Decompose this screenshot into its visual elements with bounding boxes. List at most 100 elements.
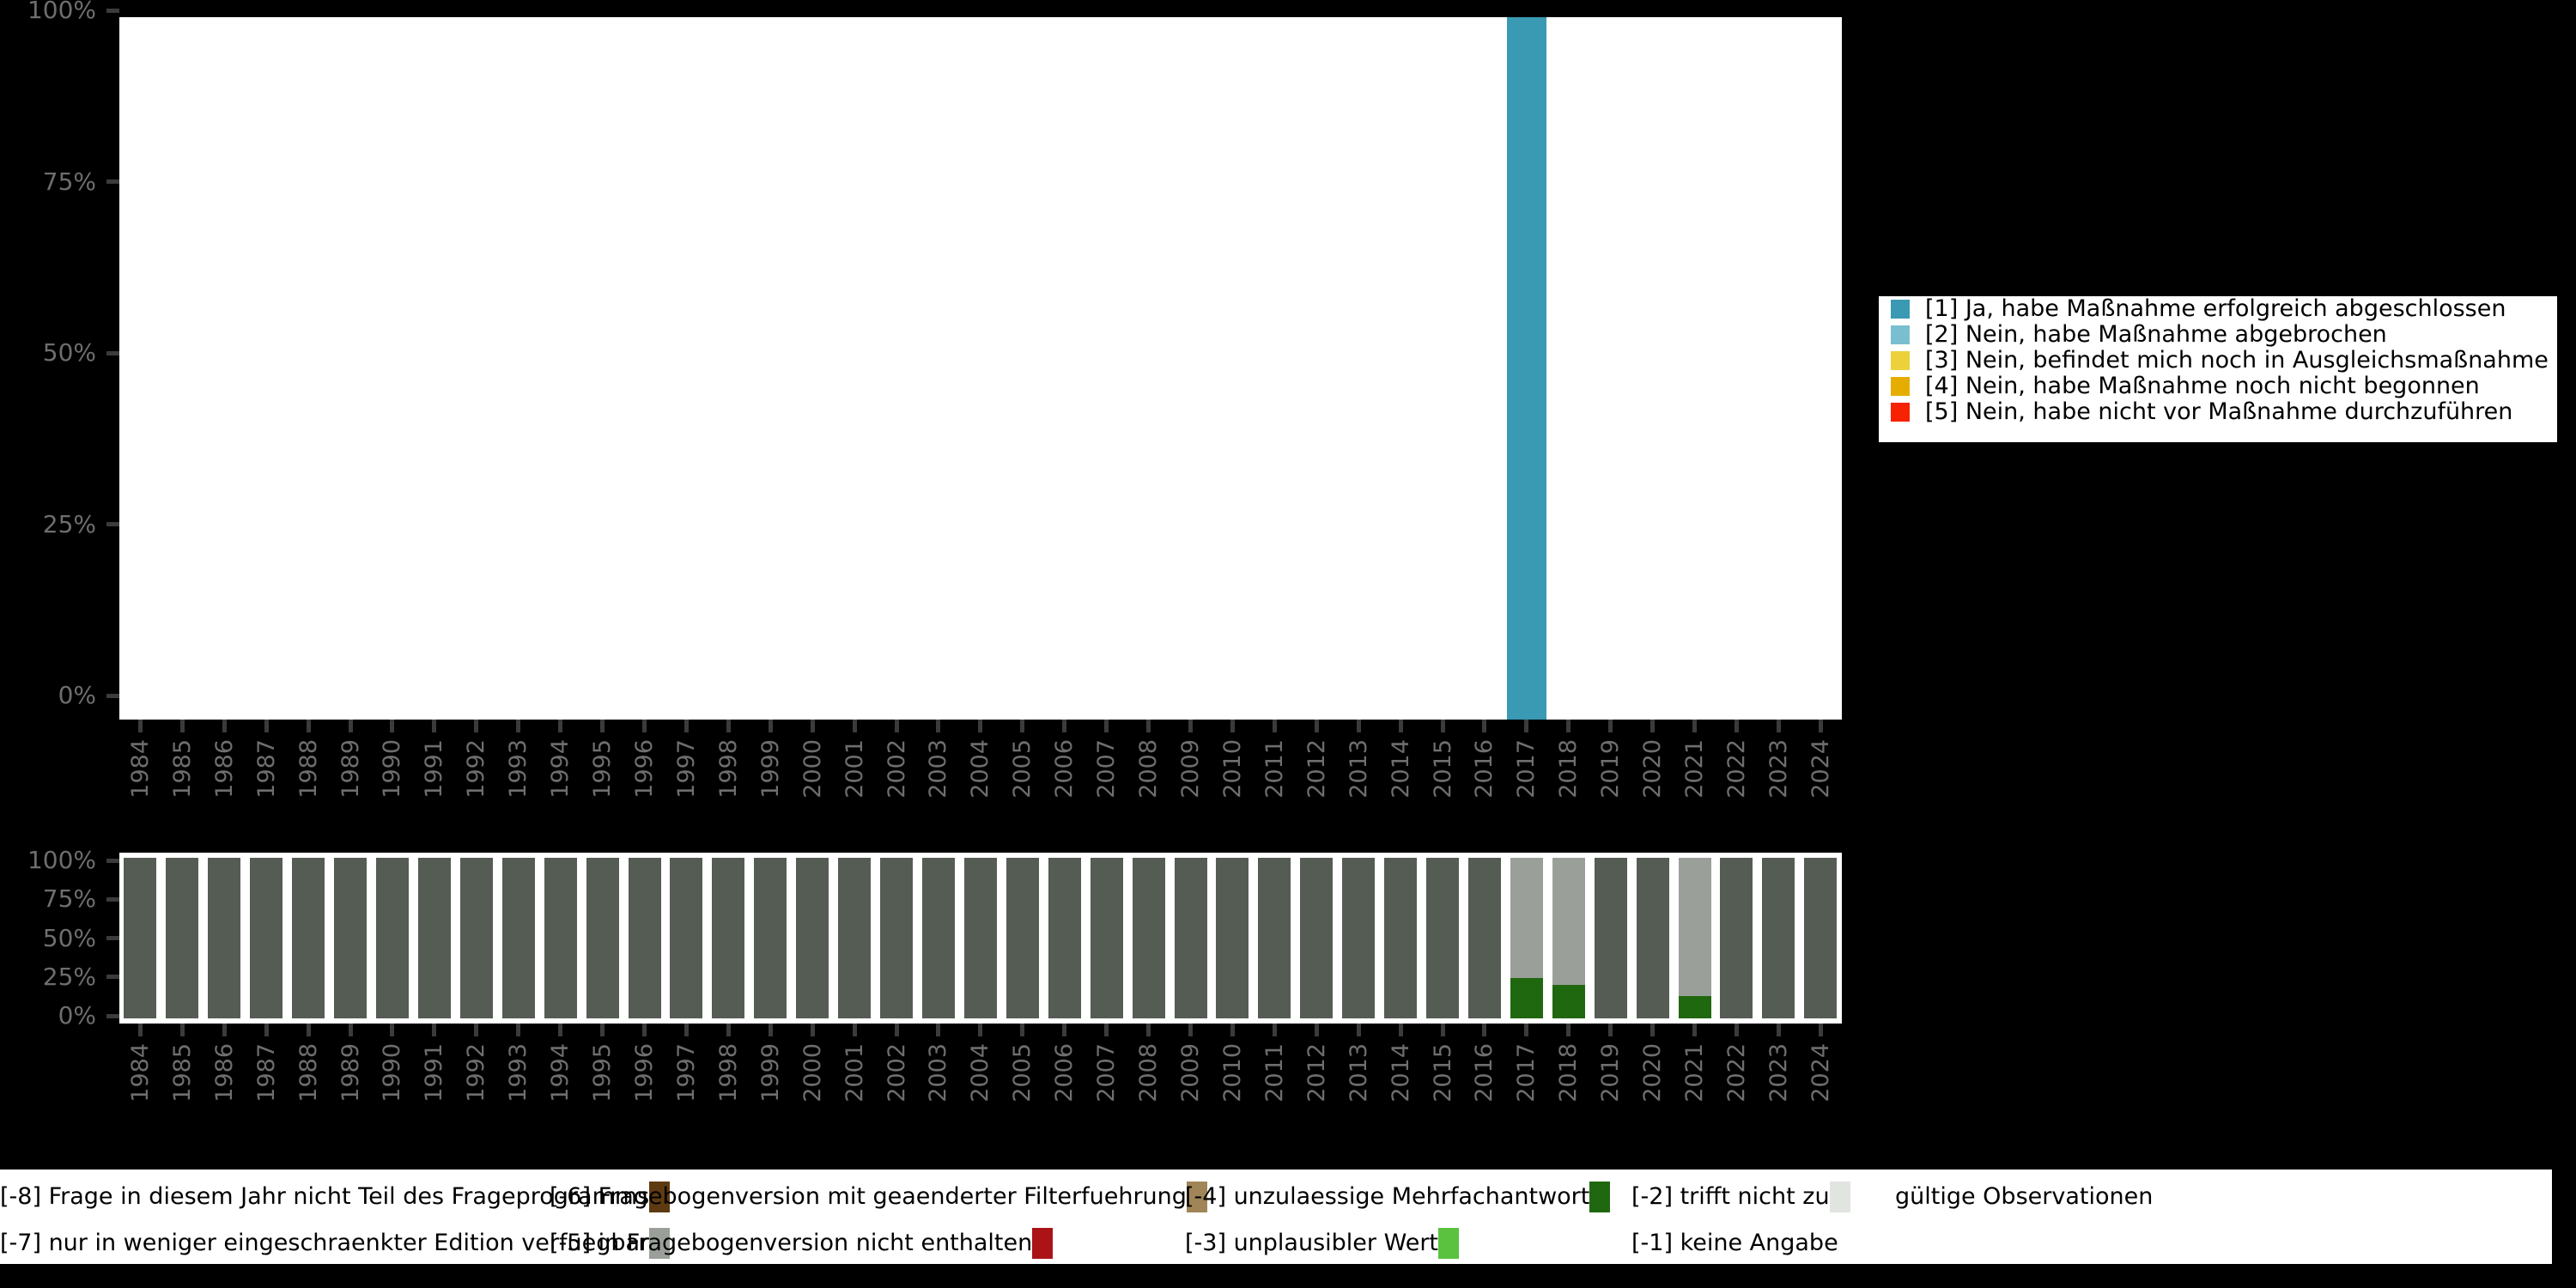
bottom-chart-segment <box>1510 858 1543 979</box>
bottom-x-axis-tick: 1990 <box>372 1024 414 1139</box>
top-x-axis-tick-mark <box>978 720 983 732</box>
bottom-x-axis-tick-label: 2006 <box>1051 1043 1078 1103</box>
bottom-x-axis-tick: 2021 <box>1674 1024 1716 1139</box>
bottom-chart-x-axis: 1984 1985 1986 1987 1988 1989 1990 1991 1992 1993… <box>119 1024 1842 1139</box>
top-x-axis-tick-mark <box>894 720 899 732</box>
bottom-chart-segment <box>838 858 872 1018</box>
top-y-axis-tick-mark <box>106 179 119 184</box>
top-chart-column-2021 <box>1674 17 1716 720</box>
top-x-axis-tick-label: 2000 <box>799 739 826 799</box>
legend-item-response-3[interactable]: [3] Nein, befindet mich noch in Ausgleic… <box>1891 348 2557 374</box>
legend-item-response-1[interactable]: [1] Ja, habe Maßnahme erfolgreich abgesc… <box>1891 296 2557 322</box>
legend-item-response-2[interactable]: [2] Nein, habe Maßnahme abgebrochen <box>1891 322 2557 348</box>
bottom-chart-column-2009 <box>1170 858 1212 1018</box>
top-chart-column-1988 <box>288 17 330 720</box>
top-chart-column-2002 <box>876 17 918 720</box>
top-y-axis-tick-label: 0% <box>58 681 96 709</box>
bottom-chart-stack <box>1720 858 1753 1018</box>
top-chart-column-2010 <box>1212 17 1254 720</box>
bottom-x-axis-tick-mark <box>978 1024 983 1036</box>
bottom-y-axis-tick-label: 50% <box>42 923 96 952</box>
legend-missing-row1-item[interactable]: [-8] Frage in diesem Jahr nicht Teil des… <box>0 1182 671 1212</box>
legend-item-response-5[interactable]: [5] Nein, habe nicht vor Maßnahme durchz… <box>1891 399 2557 425</box>
top-y-axis-tick-label: 50% <box>42 338 96 367</box>
bottom-chart-column-1996 <box>623 858 665 1018</box>
bottom-x-axis-tick: 1984 <box>119 1024 161 1139</box>
bottom-x-axis-tick-label: 1996 <box>631 1043 659 1103</box>
bottom-x-axis-tick: 1991 <box>413 1024 455 1139</box>
bottom-x-axis-tick-label: 2018 <box>1555 1043 1583 1103</box>
top-x-axis-tick: 2001 <box>834 720 876 831</box>
top-chart-column-1987 <box>246 17 288 720</box>
bottom-chart-stack <box>754 858 787 1018</box>
top-x-axis-tick-label: 1986 <box>210 739 238 799</box>
bottom-chart-segment <box>1636 858 1669 1018</box>
legend-missing-row2-item[interactable]: [-1] keine Angabe <box>1631 1230 1838 1256</box>
top-chart-column-1991 <box>413 17 455 720</box>
bottom-chart-segment <box>1384 858 1418 1018</box>
bottom-chart-stack <box>1005 858 1039 1018</box>
bottom-x-axis-tick: 2022 <box>1716 1024 1758 1139</box>
bottom-chart-column-1987 <box>246 858 288 1018</box>
bottom-x-axis-tick-label: 2003 <box>925 1043 952 1103</box>
top-x-axis-tick-label: 1999 <box>756 739 784 799</box>
bottom-chart-bars <box>119 858 1842 1018</box>
top-x-axis-tick-mark <box>1776 720 1781 732</box>
top-y-axis-tick-label: 75% <box>42 167 96 196</box>
bottom-x-axis-tick-mark <box>1314 1024 1319 1036</box>
bottom-chart-segment <box>712 858 745 1018</box>
legend-item-response-4[interactable]: [4] Nein, habe Maßnahme noch nicht begon… <box>1891 374 2557 399</box>
top-x-axis-tick-label: 2008 <box>1135 739 1163 799</box>
top-x-axis-tick-label: 1998 <box>714 739 742 799</box>
top-chart-column-1989 <box>330 17 372 720</box>
top-x-axis-tick-mark <box>1062 720 1067 732</box>
bottom-chart-column-2010 <box>1212 858 1254 1018</box>
bottom-x-axis-tick: 1987 <box>246 1024 288 1139</box>
bottom-chart-column-2001 <box>834 858 876 1018</box>
top-x-axis-tick-label: 1997 <box>672 739 700 799</box>
bottom-chart-segment <box>544 858 577 1018</box>
bottom-chart-segment <box>417 858 451 1018</box>
top-x-axis-tick-label: 1985 <box>168 739 196 799</box>
top-x-axis-tick-label: 2005 <box>1009 739 1036 799</box>
top-chart-column-1992 <box>455 17 497 720</box>
bottom-x-axis-tick: 2019 <box>1589 1024 1631 1139</box>
bottom-x-axis-tick-mark <box>348 1024 353 1036</box>
bottom-y-axis-tick-label: 100% <box>27 846 96 874</box>
top-x-axis-tick-label: 1991 <box>421 739 448 799</box>
bottom-chart-stack <box>628 858 661 1018</box>
top-x-axis-tick: 2004 <box>959 720 1001 831</box>
bottom-chart-column-1985 <box>161 858 204 1018</box>
top-x-axis-tick-label: 2020 <box>1639 739 1667 799</box>
bottom-x-axis-tick: 1994 <box>539 1024 581 1139</box>
legend-missing-row2-item[interactable]: [-3] unplausibler Wert <box>1185 1228 1460 1259</box>
top-x-axis-tick: 2014 <box>1380 720 1422 831</box>
bottom-chart-column-2011 <box>1254 858 1296 1018</box>
bottom-chart-stack <box>586 858 619 1018</box>
bottom-x-axis-tick-label: 2005 <box>1009 1043 1036 1103</box>
legend-missing-row1-item[interactable]: [-4] unzulaessige Mehrfachantwort <box>1185 1182 1611 1212</box>
top-x-axis-tick: 2018 <box>1547 720 1589 831</box>
legend-missing-row1-item[interactable]: [-2] trifft nicht zu <box>1631 1182 1850 1212</box>
bottom-chart-column-2000 <box>792 858 834 1018</box>
bottom-chart-column-2021 <box>1674 858 1716 1018</box>
legend-missing-row1-item[interactable]: [-6] Fragebogenversion mit geaenderter F… <box>550 1182 1207 1212</box>
bottom-chart-stack <box>1090 858 1123 1018</box>
bottom-x-axis-tick-label: 2024 <box>1807 1043 1834 1103</box>
top-chart-column-1999 <box>750 17 792 720</box>
legend-missing-row2-item[interactable]: [-7] nur in weniger eingeschraenkter Edi… <box>0 1228 671 1259</box>
bottom-x-axis-tick: 2001 <box>834 1024 876 1139</box>
bottom-chart-segment <box>670 858 703 1018</box>
bottom-x-axis-tick: 2003 <box>918 1024 960 1139</box>
bottom-chart-stack <box>1174 858 1207 1018</box>
legend-missing-row2-item[interactable]: [-5] in Fragebogenversion nicht enthalte… <box>550 1228 1054 1259</box>
bottom-x-axis-tick: 1998 <box>708 1024 750 1139</box>
bottom-chart-column-2015 <box>1422 858 1464 1018</box>
bottom-x-axis-tick-mark <box>516 1024 521 1036</box>
top-y-axis-tick-mark <box>106 350 119 355</box>
bottom-x-axis-tick-mark <box>894 1024 899 1036</box>
bottom-chart-stack <box>1594 858 1627 1018</box>
legend-missing-row1-item[interactable]: gültige Observationen <box>1895 1184 2153 1210</box>
bottom-x-axis-tick-label: 2008 <box>1135 1043 1163 1103</box>
top-x-axis-tick-mark <box>1482 720 1487 732</box>
